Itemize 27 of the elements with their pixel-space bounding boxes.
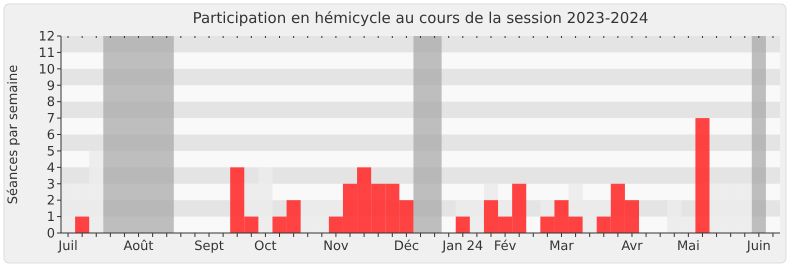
- y-tick-label: 6: [46, 128, 55, 144]
- y-tick-label: 11: [38, 46, 55, 61]
- y-tick-label: 1: [46, 210, 55, 226]
- x-tick-label: Fév: [494, 239, 517, 254]
- x-tick-label: Juil: [57, 239, 78, 254]
- y-tick-label: 2: [46, 194, 55, 209]
- x-tick-label: Juin: [746, 239, 771, 254]
- x-tick-label: Mar: [549, 239, 574, 254]
- chart-title: Participation en hémicycle au cours de la session 2023-2024: [192, 9, 648, 27]
- y-tick-label: 5: [46, 144, 55, 160]
- y-tick-label: 7: [46, 112, 55, 127]
- x-tick-label: Oct: [254, 239, 277, 254]
- y-axis-title: Séances par semaine: [6, 64, 21, 204]
- x-tick-label: Déc: [394, 239, 419, 254]
- y-tick-label: 8: [46, 95, 55, 110]
- x-tick-label: Août: [124, 239, 154, 254]
- x-tick-label: Sept: [194, 239, 224, 254]
- y-tick-label: 3: [46, 177, 55, 192]
- y-tick-label: 10: [38, 62, 55, 78]
- y-tick-label: 0: [46, 226, 55, 242]
- x-tick-label: Jan 24: [441, 239, 484, 254]
- y-tick-label: 4: [46, 160, 55, 176]
- x-tick-label: Avr: [621, 239, 644, 254]
- x-tick-label: Mai: [676, 239, 700, 254]
- y-tick-label: 9: [46, 78, 55, 94]
- x-tick-label: Nov: [323, 239, 349, 254]
- y-tick-label: 12: [38, 30, 55, 45]
